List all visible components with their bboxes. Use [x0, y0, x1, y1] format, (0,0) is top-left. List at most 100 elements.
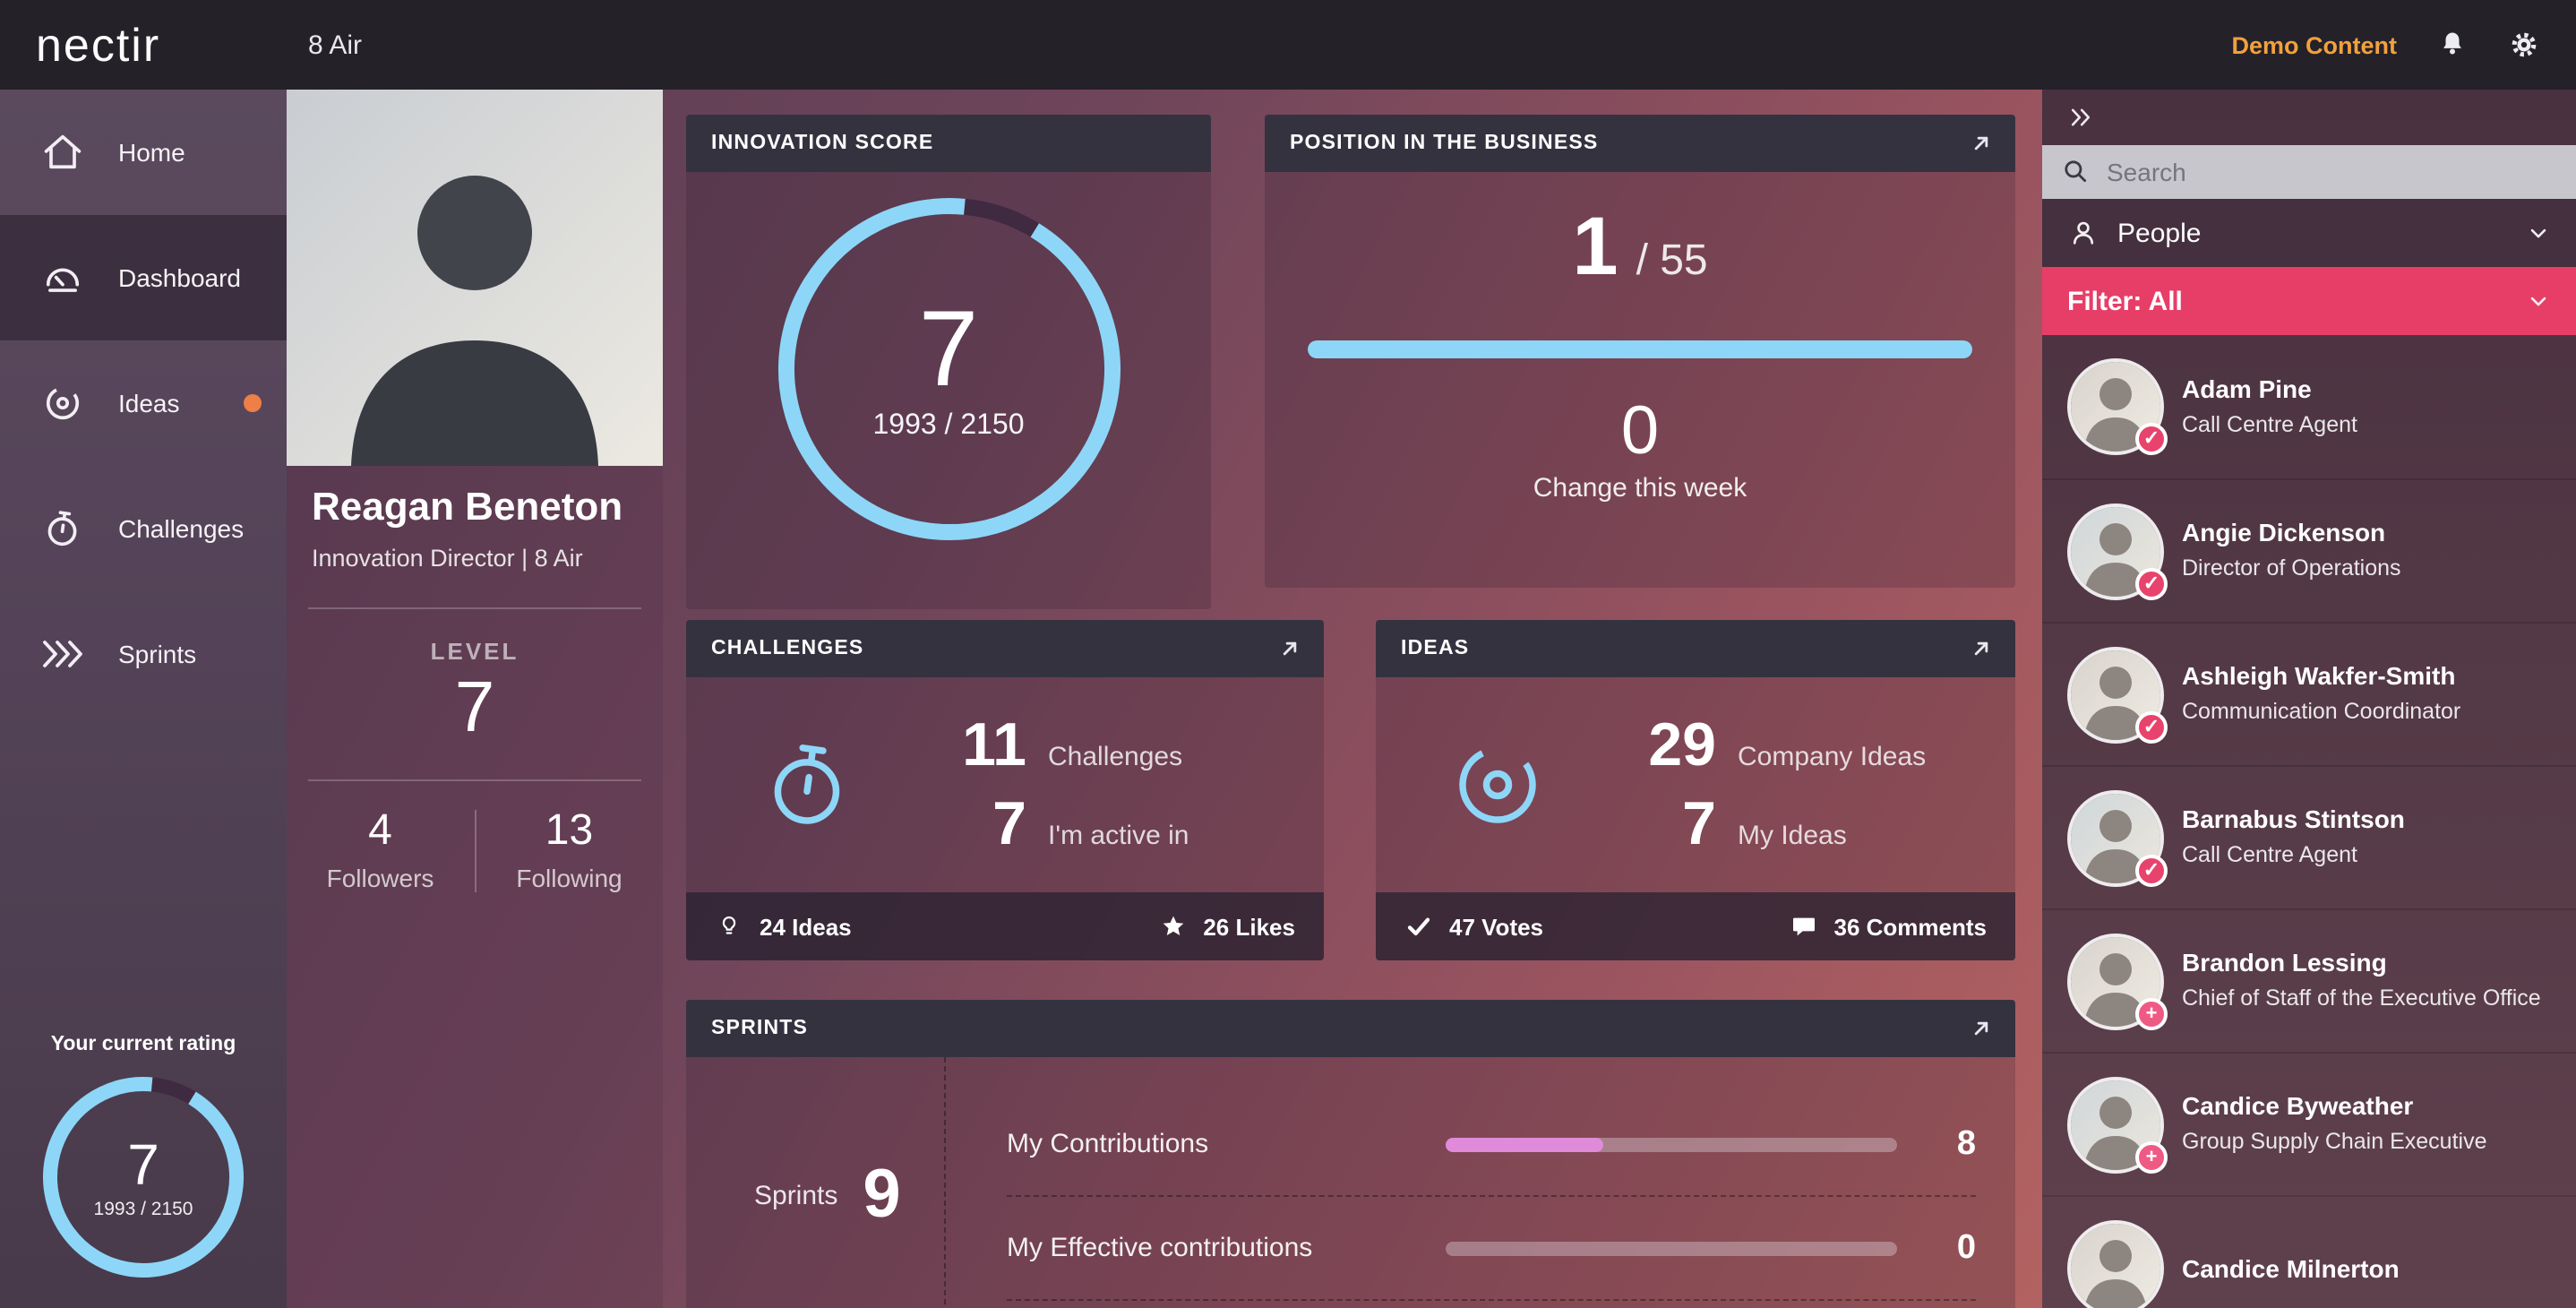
sidebar-item-label: Home	[118, 138, 185, 167]
expand-arrow-icon[interactable]	[1969, 131, 1994, 156]
contribution-value: 8	[1956, 1124, 1976, 1162]
search-bar	[2042, 145, 2576, 199]
avatar: ✓	[2071, 362, 2168, 455]
chevron-down-icon	[2530, 297, 2546, 306]
person-list-item[interactable]: ✓ Ashleigh Wakfer-Smith Communication Co…	[2042, 622, 2576, 765]
sidebar-item-sprints[interactable]: Sprints	[0, 591, 287, 717]
company-ideas-count: 29	[1648, 711, 1716, 779]
home-icon	[44, 134, 82, 169]
sprints-metric-value: 9	[863, 1157, 901, 1233]
challenges-card: CHALLENGES 11 Challenges	[686, 620, 1324, 960]
my-ideas: 7 My Ideas	[1616, 794, 1926, 855]
ideas-card: IDEAS 29 Company Ideas	[1376, 620, 2015, 960]
card-title: INNOVATION SCORE	[711, 133, 934, 154]
rank-value: 1	[1572, 199, 1619, 292]
search-icon	[2065, 160, 2087, 183]
challenges-count: 11	[962, 711, 1026, 779]
avatar: +	[2071, 1080, 2168, 1173]
sidebar-item-challenges[interactable]: Challenges	[0, 466, 287, 591]
person-name: Barnabus Stintson	[2182, 805, 2405, 834]
person-list-item[interactable]: + Candice Byweather Group Supply Chain E…	[2042, 1052, 2576, 1195]
rating-value: 7	[127, 1132, 159, 1196]
status-badge-check-icon: ✓	[2135, 854, 2168, 886]
chevron-down-icon	[2530, 228, 2546, 238]
card-header: CHALLENGES	[686, 620, 1324, 677]
person-list-item[interactable]: Candice Milnerton	[2042, 1195, 2576, 1308]
following-stat[interactable]: 13 Following	[474, 810, 663, 893]
lightbulb-icon	[722, 916, 736, 934]
search-input[interactable]	[2042, 145, 2576, 199]
current-rating: Your current rating 7 1993 / 2150	[0, 1034, 287, 1290]
gear-icon[interactable]	[2508, 29, 2540, 61]
main-area: Reagan Beneton Innovation Director | 8 A…	[287, 90, 2042, 1308]
comments-stat: 36 Comments	[1790, 912, 1988, 941]
card-title: CHALLENGES	[711, 638, 864, 659]
sidebar-collapse-row	[2042, 90, 2576, 145]
people-sidebar: People Filter: All ✓ Adam Pine Call Cent…	[2042, 90, 2576, 1308]
ideas-circle-icon	[1459, 746, 1536, 823]
person-list-item[interactable]: ✓ Angie Dickenson Director of Operations	[2042, 478, 2576, 622]
position-card: POSITION IN THE BUSINESS 1 / 55	[1265, 115, 2015, 588]
votes-stat-label: 47 Votes	[1449, 913, 1544, 940]
person-list-item[interactable]: + Brandon Lessing Chief of Staff of the …	[2042, 908, 2576, 1052]
sidebar-item-label: Dashboard	[118, 263, 241, 292]
expand-arrow-icon[interactable]	[1277, 636, 1302, 661]
comments-stat-label: 36 Comments	[1833, 913, 1988, 940]
left-sidebar: Home Dashboard Ideas Challenges Sprints …	[0, 90, 287, 1308]
avatar: ✓	[2071, 650, 2168, 743]
avatar: +	[2071, 936, 2168, 1029]
position-progress-fill	[1308, 340, 1972, 358]
company-ideas: 29 Company Ideas	[1616, 715, 1926, 776]
card-title: IDEAS	[1401, 638, 1470, 659]
expand-arrow-icon[interactable]	[1969, 1016, 1994, 1041]
contribution-bar	[1446, 1137, 1897, 1151]
people-list: ✓ Adam Pine Call Centre Agent ✓ Angie Di…	[2042, 335, 2576, 1308]
ideas-stat: 24 Ideas	[715, 912, 852, 941]
person-list-item[interactable]: ✓ Adam Pine Call Centre Agent	[2042, 335, 2576, 478]
topbar: nectir 8 Air Demo Content	[0, 0, 2576, 90]
stopwatch-icon	[774, 744, 840, 824]
innovation-score-card: INNOVATION SCORE 7 1993 / 2150	[686, 115, 1211, 609]
avatar: ✓	[2071, 506, 2168, 599]
people-dropdown[interactable]: People	[2042, 199, 2576, 267]
contribution-bar-fill	[1446, 1137, 1604, 1151]
level-block: LEVEL 7	[287, 610, 663, 744]
sprint-contribution-row: My Effective contributions 0	[1007, 1197, 1976, 1301]
bell-icon[interactable]	[2436, 29, 2469, 61]
demo-content-label: Demo Content	[2231, 31, 2398, 58]
profile-photo	[287, 90, 663, 466]
company-ideas-label: Company Ideas	[1738, 742, 1927, 772]
level-value: 7	[454, 668, 495, 748]
ideas-circle-icon	[46, 386, 80, 420]
sprint-contribution-row: My Contributions 8	[1007, 1093, 1976, 1197]
challenges-total: 11 Challenges	[926, 715, 1189, 776]
contribution-value: 0	[1956, 1228, 1976, 1266]
person-list-item[interactable]: ✓ Barnabus Stintson Call Centre Agent	[2042, 765, 2576, 908]
sprints-card: SPRINTS Sprints 9	[686, 1000, 2015, 1308]
divider	[308, 607, 641, 610]
innovation-score-ring: 7 1993 / 2150	[777, 197, 1121, 541]
sidebar-item-home[interactable]: Home	[0, 90, 287, 215]
double-chevron-right-icon[interactable]	[2067, 104, 2094, 131]
filter-dropdown[interactable]: Filter: All	[2042, 267, 2576, 335]
card-title: POSITION IN THE BUSINESS	[1290, 133, 1599, 154]
dashboard-content: INNOVATION SCORE 7 1993 / 2150	[663, 90, 2042, 1308]
card-header: INNOVATION SCORE	[686, 115, 1211, 172]
sidebar-item-ideas[interactable]: Ideas	[0, 340, 287, 466]
sidebar-item-label: Challenges	[118, 514, 245, 543]
innovation-score-value: 7	[918, 288, 979, 409]
nectir-logo: nectir	[36, 17, 161, 71]
person-icon	[2073, 221, 2094, 245]
divider	[308, 779, 641, 782]
expand-arrow-icon[interactable]	[1969, 636, 1994, 661]
sprints-metric-block: Sprints 9	[686, 1057, 944, 1308]
person-role: Call Centre Agent	[2182, 411, 2357, 437]
my-ideas-count: 7	[1682, 790, 1716, 858]
sidebar-item-dashboard[interactable]: Dashboard	[0, 215, 287, 340]
person-role: Call Centre Agent	[2182, 842, 2357, 868]
status-badge-plus-icon: +	[2135, 1140, 2168, 1173]
sidebar-item-label: Sprints	[118, 640, 197, 668]
votes-stat: 47 Votes	[1404, 912, 1543, 941]
followers-stat[interactable]: 4 Followers	[287, 810, 474, 893]
